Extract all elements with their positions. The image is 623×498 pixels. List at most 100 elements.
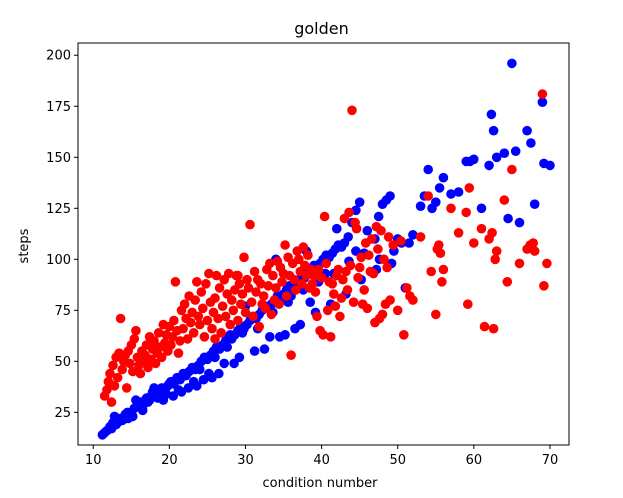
- scatter-point-s1-192: [402, 283, 412, 293]
- y-tick-label: 75: [54, 304, 71, 319]
- scatter-point-s1-165: [351, 223, 362, 234]
- scatter-point-s1-98: [249, 266, 260, 277]
- scatter-point-s1-109: [266, 309, 277, 320]
- scatter-point-s0-122: [427, 203, 437, 214]
- scatter-point-s0-105: [469, 154, 479, 165]
- scatter-point-s1-201: [435, 248, 446, 258]
- scatter-point-s1-93: [242, 274, 252, 285]
- scatter-point-s1-183: [379, 254, 389, 265]
- scatter-point-s1-32: [149, 336, 159, 346]
- scatter-point-s1-148: [325, 332, 336, 342]
- scatter-point-s1-156: [338, 274, 348, 285]
- scatter-point-s1-101: [254, 321, 264, 332]
- scatter-point-s1-81: [223, 268, 234, 279]
- scatter-point-s1-104: [258, 291, 269, 301]
- scatter-point-s1-206: [461, 207, 472, 218]
- scatter-point-s1-10: [115, 313, 126, 324]
- scatter-point-s0-149: [249, 346, 260, 356]
- scatter-point-s1-168: [356, 252, 367, 263]
- scatter-point-s1-97: [248, 311, 258, 322]
- scatter-point-s1-102: [255, 279, 266, 289]
- scatter-point-s1-51: [178, 323, 188, 334]
- scatter-point-s1-79: [220, 311, 231, 322]
- scatter-point-s1-91: [239, 252, 249, 263]
- scatter-point-s0-94: [404, 238, 414, 248]
- scatter-point-s1-49: [175, 336, 185, 346]
- scatter-point-s1-52: [179, 299, 190, 310]
- scatter-point-s1-190: [396, 236, 406, 246]
- scatter-point-s1-198: [431, 309, 441, 320]
- scatter-point-s0-112: [507, 58, 517, 69]
- scatter-point-s1-167: [354, 262, 365, 273]
- y-tick-label: 50: [54, 355, 71, 370]
- scatter-point-s0-89: [385, 191, 395, 201]
- scatter-point-s1-194: [408, 295, 418, 305]
- scatter-point-s0-162: [210, 352, 220, 363]
- scatter-point-s0-83: [354, 197, 365, 207]
- scatter-point-s1-14: [121, 383, 132, 393]
- scatter-point-s0-172: [161, 389, 172, 399]
- scatter-point-s1-67: [202, 315, 213, 326]
- scatter-point-s1-114: [274, 299, 284, 310]
- scatter-point-s1-195: [415, 232, 426, 242]
- scatter-point-s1-99: [251, 287, 261, 297]
- scatter-point-s0-152: [295, 319, 306, 330]
- scatter-point-s1-107: [263, 281, 274, 291]
- scatter-point-s0-106: [476, 203, 487, 214]
- x-tick-label: 30: [237, 453, 254, 468]
- scatter-point-s1-127: [294, 254, 304, 265]
- scatter-point-s1-133: [303, 250, 313, 260]
- scatter-point-s1-197: [426, 266, 437, 277]
- scatter-point-s1-54: [182, 334, 193, 344]
- scatter-point-s1-19: [129, 334, 140, 344]
- scatter-point-s0-117: [529, 199, 540, 209]
- scatter-point-s1-218: [502, 277, 513, 287]
- scatter-point-s1-209: [469, 238, 479, 248]
- scatter-point-s1-142: [316, 272, 327, 283]
- scatter-point-s1-58: [188, 328, 199, 338]
- scatter-point-s1-18: [128, 366, 138, 377]
- x-tick-label: 10: [85, 453, 102, 468]
- scatter-point-s1-96: [246, 297, 257, 308]
- scatter-point-s0-110: [491, 152, 502, 163]
- scatter-point-s1-118: [280, 240, 290, 250]
- scatter-point-s1-153: [333, 264, 344, 275]
- scatter-point-s0-129: [259, 344, 270, 354]
- scatter-point-s1-76: [216, 328, 226, 338]
- scatter-point-s1-108: [265, 258, 275, 269]
- scatter-point-s0-126: [305, 297, 316, 308]
- scatter-point-s1-88: [234, 279, 245, 289]
- scatter-point-s0-108: [486, 109, 497, 120]
- scatter-point-s1-189: [392, 305, 403, 316]
- scatter-point-s1-43: [166, 340, 176, 350]
- scatter-point-s1-75: [214, 283, 225, 293]
- scatter-point-s1-200: [434, 240, 444, 250]
- scatter-point-s1-213: [487, 228, 497, 238]
- scatter-point-s1-112: [271, 283, 281, 293]
- points-layer: [97, 58, 555, 440]
- scatter-point-s1-188: [388, 240, 399, 250]
- scatter-point-s0-109: [488, 125, 499, 136]
- scatter-point-s1-82: [225, 319, 235, 330]
- scatter-point-s1-70: [207, 323, 217, 334]
- scatter-point-s1-227: [542, 258, 552, 269]
- scatter-point-s1-72: [210, 293, 220, 303]
- scatter-point-s1-64: [198, 303, 208, 314]
- scatter-point-s1-207: [463, 299, 473, 310]
- scatter-point-s1-28: [143, 362, 153, 373]
- scatter-point-s0-173: [176, 387, 187, 397]
- scatter-point-s0-147: [219, 358, 229, 369]
- scatter-point-s1-216: [491, 246, 502, 256]
- scatter-point-s0-113: [510, 146, 521, 156]
- scatter-point-s1-226: [539, 281, 549, 291]
- x-tick-label: 20: [161, 453, 178, 468]
- scatter-point-s0-175: [207, 372, 217, 383]
- scatter-point-s1-11: [117, 364, 127, 375]
- scatter-point-s0-102: [453, 187, 464, 197]
- scatter-point-s1-205: [453, 228, 464, 238]
- scatter-point-s1-203: [438, 264, 449, 275]
- scatter-point-s0-176: [222, 342, 232, 352]
- scatter-point-s0-96: [415, 201, 426, 211]
- scatter-point-s1-163: [348, 297, 359, 308]
